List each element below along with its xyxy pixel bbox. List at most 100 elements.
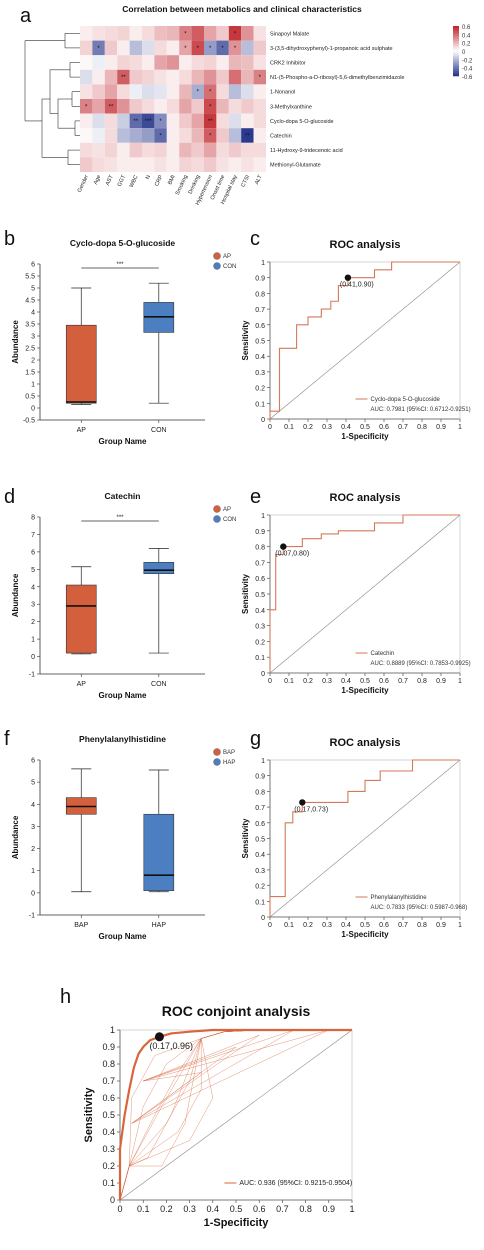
panel-letter-e: e: [250, 486, 261, 508]
heatmap-star: *: [259, 75, 262, 81]
y-tick-label: 0: [31, 654, 35, 661]
heatmap-star: *: [234, 46, 237, 52]
heatmap-cell: [154, 69, 167, 85]
heatmap-cell: [80, 128, 93, 143]
y-tick-label: 0.3: [102, 1144, 115, 1154]
heatmap-star: *: [184, 46, 187, 52]
y-tick-label: 0.5: [255, 339, 265, 346]
heatmap-cell: [80, 69, 93, 85]
y-tick-label: 0.9: [102, 1042, 115, 1052]
diagonal-reference: [269, 759, 461, 918]
heatmap-cell: [228, 69, 242, 85]
diagonal-reference: [119, 1029, 353, 1201]
y-tick-label: 3: [31, 334, 35, 341]
legend-color-step: [453, 52, 459, 55]
heatmap-cell: [80, 113, 93, 129]
legend-label: AP: [223, 507, 231, 513]
heatmap-cell: [228, 157, 242, 172]
x-tick-label: HAP: [152, 922, 167, 929]
heatmap-cell: [129, 99, 142, 114]
heatmap-cell: [216, 55, 229, 70]
heatmap-cell: [142, 84, 155, 99]
heatmap-star: *: [159, 134, 162, 140]
heatmap-row-label: Catechin: [270, 134, 292, 140]
heatmap-cell: [253, 55, 266, 70]
y-tick-label: 0.4: [255, 608, 265, 615]
y-tick-label: 0.8: [255, 789, 265, 796]
heatmap-col-label: ALT: [254, 174, 264, 186]
x-tick-label: 0.3: [322, 678, 332, 685]
heatmap-cell: [166, 142, 180, 158]
heatmap-cell: [142, 55, 155, 70]
x-tick-label: 0.4: [341, 424, 351, 431]
combination-curve: [131, 1029, 329, 1124]
y-tick-label: 1: [261, 758, 265, 765]
heatmap-cell: [80, 84, 93, 99]
plots-layer: Correlation between metabolics and clini…: [11, 4, 473, 1229]
legend-color-step: [453, 64, 459, 67]
legend-tick: -0.2: [462, 58, 473, 64]
heatmap-col-label: GGT: [117, 174, 128, 188]
y-tick-label: 0.9: [255, 529, 265, 536]
combination-curve: [143, 1029, 329, 1082]
heatmap-star: *: [221, 46, 224, 52]
heatmap-cell: [204, 55, 217, 70]
heatmap-cell: [216, 69, 229, 85]
legend-color-step: [453, 49, 459, 52]
heatmap-cell: [191, 157, 204, 172]
legend-swatch: [213, 515, 221, 523]
legend-color-step: [453, 29, 459, 32]
y-tick-label: 0.6: [102, 1093, 115, 1103]
y-tick-label: 4.5: [25, 298, 35, 305]
x-tick-label: 0.3: [322, 424, 332, 431]
heatmap-star: ***: [145, 119, 153, 125]
y-tick-label: 0.2: [102, 1161, 115, 1171]
y-tick-label: 0: [31, 406, 35, 413]
heatmap-cell: [117, 99, 130, 114]
heatmap-cell: [253, 99, 266, 114]
best-cutoff-point: [154, 1032, 164, 1042]
y-tick-label: 8: [31, 515, 35, 522]
heatmap-cell: [154, 157, 167, 172]
legend-tick: 0.2: [462, 42, 471, 48]
heatmap-cell: [154, 128, 167, 143]
y-tick-label: 3.5: [25, 322, 35, 329]
heatmap-col-label: CTSI: [240, 174, 251, 188]
heatmap-cell: [204, 142, 217, 158]
x-tick-label: 0.1: [137, 1204, 150, 1214]
heatmap-cell: [129, 113, 142, 129]
y-tick-label: -1: [29, 913, 35, 920]
roc-title: ROC analysis: [330, 492, 401, 504]
y-tick-label: 0.7: [255, 560, 265, 567]
heatmap-cell: [142, 142, 155, 158]
y-tick-label: 0.3: [255, 370, 265, 377]
y-tick-label: 0.7: [102, 1076, 115, 1086]
x-tick-label: 0.6: [379, 678, 389, 685]
y-tick-label: 0.1: [255, 899, 265, 906]
roc-title: ROC analysis: [330, 239, 401, 251]
y-tick-label: 2: [31, 619, 35, 626]
heatmap-cell: [241, 99, 254, 114]
heatmap-row-label: Methionyl-Glutamate: [270, 163, 321, 169]
heatmap-cell: [80, 40, 93, 56]
heatmap-star: *: [197, 46, 200, 52]
heatmap-cell: [117, 40, 130, 56]
y-tick-label: 0.9: [255, 774, 265, 781]
x-tick-label: 0: [268, 424, 272, 431]
legend-color-step: [453, 27, 459, 30]
y-tick-label: 0.1: [102, 1178, 115, 1188]
heatmap-cell: [166, 157, 180, 172]
heatmap-cell: [253, 84, 266, 99]
heatmap-cell: [216, 40, 229, 56]
heatmap-cell: [80, 55, 93, 70]
x-axis-label: 1-Specificity: [341, 930, 389, 939]
heatmap-cell: [179, 157, 192, 172]
combination-curve: [131, 1029, 295, 1124]
heatmap-star: *: [159, 119, 162, 125]
y-tick-label: 0: [110, 1195, 115, 1205]
legend-color-step: [453, 46, 459, 48]
x-tick-label: 0: [268, 922, 272, 929]
x-axis-label: Group Name: [98, 932, 147, 941]
combination-curve: [143, 1072, 202, 1082]
heatmap-cell: [80, 157, 93, 172]
